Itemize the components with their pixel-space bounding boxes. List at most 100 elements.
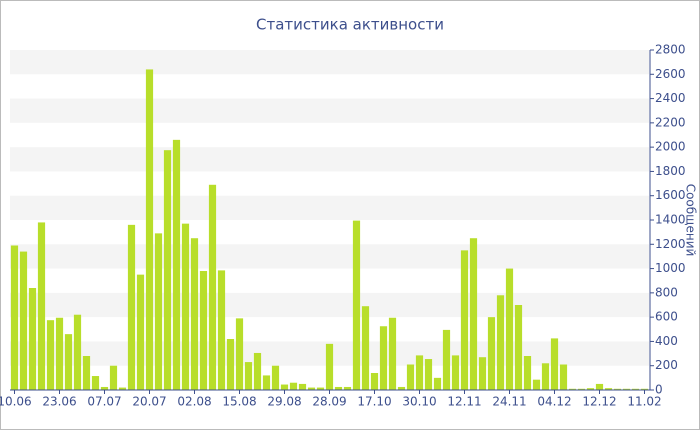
bar [595, 383, 604, 390]
y-tick-label: 2600 [655, 67, 686, 81]
bar [640, 388, 649, 390]
bar [253, 352, 262, 390]
bar [280, 384, 289, 390]
bar [487, 317, 496, 390]
bar [505, 268, 514, 390]
y-tick-label: 2000 [655, 140, 686, 154]
y-tick-label: 1200 [655, 237, 686, 251]
bar [316, 387, 325, 390]
x-tick-label: 24.11 [492, 395, 526, 409]
bar [370, 373, 379, 390]
bar [388, 317, 397, 390]
y-tick-label: 0 [655, 383, 663, 397]
bar [469, 238, 478, 390]
bar [82, 356, 91, 390]
bar [289, 382, 298, 390]
bar [271, 365, 280, 390]
grid-band [10, 195, 649, 220]
x-tick-label: 30.10 [402, 395, 436, 409]
x-tick-label: 15.08 [222, 395, 256, 409]
x-tick-label: 10.06 [0, 395, 32, 409]
bar [154, 233, 163, 390]
bar [325, 343, 334, 390]
bar [451, 355, 460, 390]
bar [190, 238, 199, 390]
bar [433, 377, 442, 390]
bar [199, 271, 208, 390]
y-tick-label: 2800 [655, 43, 686, 57]
bar [73, 314, 82, 390]
x-tick-label: 29.08 [267, 395, 301, 409]
x-tick-label: 20.07 [132, 395, 166, 409]
background [10, 50, 649, 366]
bar [235, 318, 244, 390]
bar [613, 388, 622, 390]
y-tick-label: 2200 [655, 115, 686, 129]
bar [118, 387, 127, 390]
x-tick-label: 02.08 [177, 395, 211, 409]
bar [217, 270, 226, 390]
chart-title: Статистика активности [256, 16, 444, 34]
bar [415, 355, 424, 390]
bar [298, 383, 307, 390]
bar [10, 245, 19, 390]
bar [532, 379, 541, 390]
x-tick-label: 04.12 [537, 395, 571, 409]
y-tick-label: 1600 [655, 188, 686, 202]
bar [226, 339, 235, 390]
bar [406, 364, 415, 390]
bar [208, 184, 217, 390]
y-tick-label: 800 [655, 285, 678, 299]
bar [64, 334, 73, 390]
bar [109, 365, 118, 390]
grid-band [10, 147, 649, 172]
x-tick-label: 23.06 [42, 395, 76, 409]
x-tick-label: 12.12 [582, 395, 616, 409]
bar [397, 386, 406, 390]
y-tick-label: 1000 [655, 261, 686, 275]
x-tick-label: 12.11 [447, 395, 481, 409]
grid-band [10, 50, 649, 75]
y-tick-label: 1400 [655, 213, 686, 227]
bar [541, 363, 550, 390]
bar [19, 251, 28, 390]
y-tick-label: 1800 [655, 164, 686, 178]
bar [586, 388, 595, 390]
bar [37, 222, 46, 390]
bar [559, 364, 568, 390]
y-tick-label: 400 [655, 334, 678, 348]
bar [460, 250, 469, 390]
y-axis-label: Сообщений [684, 184, 698, 257]
grid-band [10, 98, 649, 123]
grid-band [10, 244, 649, 269]
y-tick-label: 2400 [655, 91, 686, 105]
bar [172, 139, 181, 390]
x-tick-label: 17.10 [357, 395, 391, 409]
grid-band [10, 292, 649, 318]
bar [100, 386, 109, 390]
bar [28, 288, 37, 390]
bar [91, 376, 100, 390]
bar [181, 223, 190, 390]
bar [343, 386, 352, 390]
bar [568, 388, 577, 390]
x-tick-label: 28.09 [312, 395, 346, 409]
bar [622, 388, 631, 390]
y-tick-label: 200 [655, 358, 678, 372]
bar [577, 388, 586, 390]
bar [244, 362, 253, 390]
bar [334, 386, 343, 390]
x-tick-label: 11.02 [627, 395, 661, 409]
bar [631, 388, 640, 390]
bar [46, 320, 55, 390]
bar [514, 305, 523, 390]
bar [379, 326, 388, 390]
bar [55, 317, 64, 390]
bar [361, 306, 370, 390]
bar [127, 224, 136, 390]
bar [352, 220, 361, 390]
bar [307, 387, 316, 390]
bar [163, 150, 172, 390]
bar [136, 274, 145, 390]
